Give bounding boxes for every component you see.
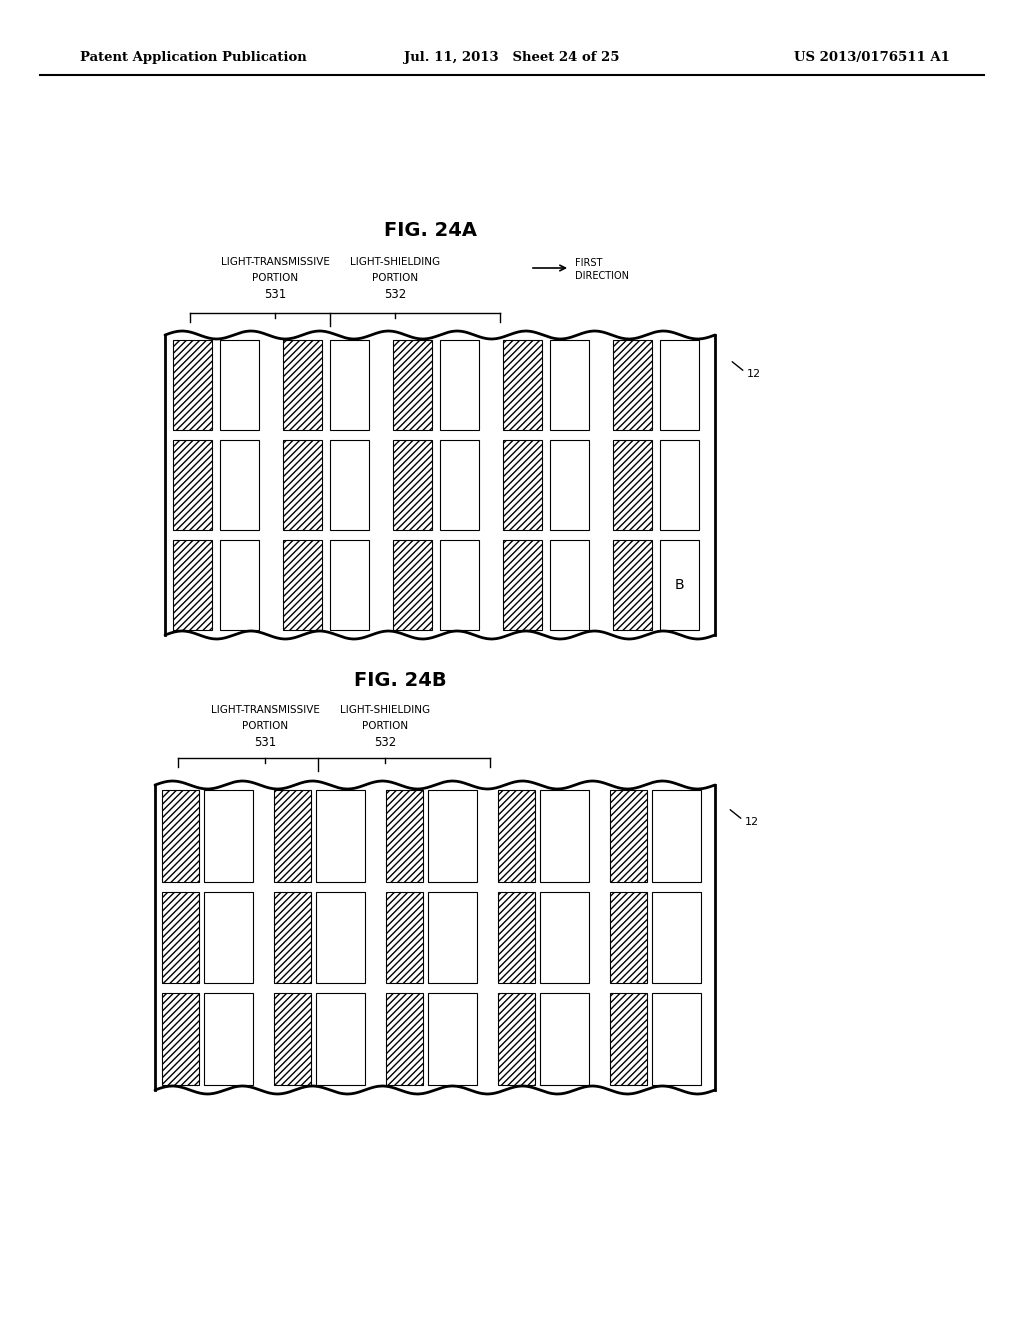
Bar <box>386 994 423 1085</box>
Text: 531: 531 <box>264 289 286 301</box>
Bar <box>155 785 715 1090</box>
Text: US 2013/0176511 A1: US 2013/0176511 A1 <box>795 51 950 65</box>
Bar <box>386 789 423 882</box>
Text: LIGHT-SHIELDING: LIGHT-SHIELDING <box>350 257 440 267</box>
Bar <box>503 540 543 630</box>
Bar <box>660 540 699 630</box>
Bar <box>503 341 543 430</box>
Bar <box>393 440 432 531</box>
Text: 532: 532 <box>374 737 396 750</box>
Bar <box>610 789 647 882</box>
Bar <box>316 994 366 1085</box>
Text: FIRST: FIRST <box>575 257 602 268</box>
Bar <box>428 994 477 1085</box>
Bar <box>652 789 701 882</box>
Bar <box>316 892 366 983</box>
Bar <box>204 892 253 983</box>
Bar <box>428 892 477 983</box>
Bar <box>173 440 213 531</box>
Text: PORTION: PORTION <box>372 273 418 282</box>
Bar <box>660 341 699 430</box>
Text: LIGHT-SHIELDING: LIGHT-SHIELDING <box>340 705 430 715</box>
Bar <box>162 789 200 882</box>
Bar <box>220 341 259 430</box>
Bar <box>540 789 589 882</box>
Bar <box>165 335 715 635</box>
Bar <box>162 994 200 1085</box>
Bar <box>498 994 536 1085</box>
Text: 12: 12 <box>746 370 761 379</box>
Bar <box>440 440 479 531</box>
Bar <box>316 789 366 882</box>
Bar <box>274 994 311 1085</box>
Bar <box>386 892 423 983</box>
Bar <box>220 440 259 531</box>
Text: FIG. 24B: FIG. 24B <box>353 671 446 689</box>
Bar <box>283 540 323 630</box>
Text: PORTION: PORTION <box>361 721 408 731</box>
Text: LIGHT-TRANSMISSIVE: LIGHT-TRANSMISSIVE <box>211 705 319 715</box>
Bar <box>440 540 479 630</box>
Bar <box>330 341 370 430</box>
Bar <box>330 440 370 531</box>
Bar <box>283 341 323 430</box>
Bar <box>550 341 590 430</box>
Bar <box>498 892 536 983</box>
Bar <box>155 785 715 1090</box>
Bar <box>540 892 589 983</box>
Bar <box>393 540 432 630</box>
Text: 531: 531 <box>254 737 276 750</box>
Bar <box>550 440 590 531</box>
Bar <box>613 341 652 430</box>
Bar <box>162 892 200 983</box>
Bar <box>428 789 477 882</box>
Text: PORTION: PORTION <box>242 721 288 731</box>
Bar <box>204 994 253 1085</box>
Bar <box>173 540 213 630</box>
Bar <box>652 892 701 983</box>
Bar <box>613 440 652 531</box>
Text: DIRECTION: DIRECTION <box>575 271 629 281</box>
Bar <box>498 789 536 882</box>
Bar <box>440 341 479 430</box>
Bar <box>274 789 311 882</box>
Text: FIG. 24A: FIG. 24A <box>384 220 476 239</box>
Text: LIGHT-TRANSMISSIVE: LIGHT-TRANSMISSIVE <box>220 257 330 267</box>
Bar <box>220 540 259 630</box>
Text: Jul. 11, 2013   Sheet 24 of 25: Jul. 11, 2013 Sheet 24 of 25 <box>404 51 620 65</box>
Bar <box>503 440 543 531</box>
Bar <box>165 335 715 635</box>
Bar <box>393 341 432 430</box>
Bar <box>330 540 370 630</box>
Bar <box>173 341 213 430</box>
Bar <box>204 789 253 882</box>
Bar <box>540 994 589 1085</box>
Text: 532: 532 <box>384 289 407 301</box>
Bar <box>283 440 323 531</box>
Text: 12: 12 <box>745 817 759 828</box>
Bar <box>274 892 311 983</box>
Bar <box>652 994 701 1085</box>
Bar <box>613 540 652 630</box>
Text: PORTION: PORTION <box>252 273 298 282</box>
Text: B: B <box>675 578 685 591</box>
Bar <box>550 540 590 630</box>
Text: Patent Application Publication: Patent Application Publication <box>80 51 307 65</box>
Bar <box>610 994 647 1085</box>
Bar <box>660 440 699 531</box>
Bar <box>610 892 647 983</box>
